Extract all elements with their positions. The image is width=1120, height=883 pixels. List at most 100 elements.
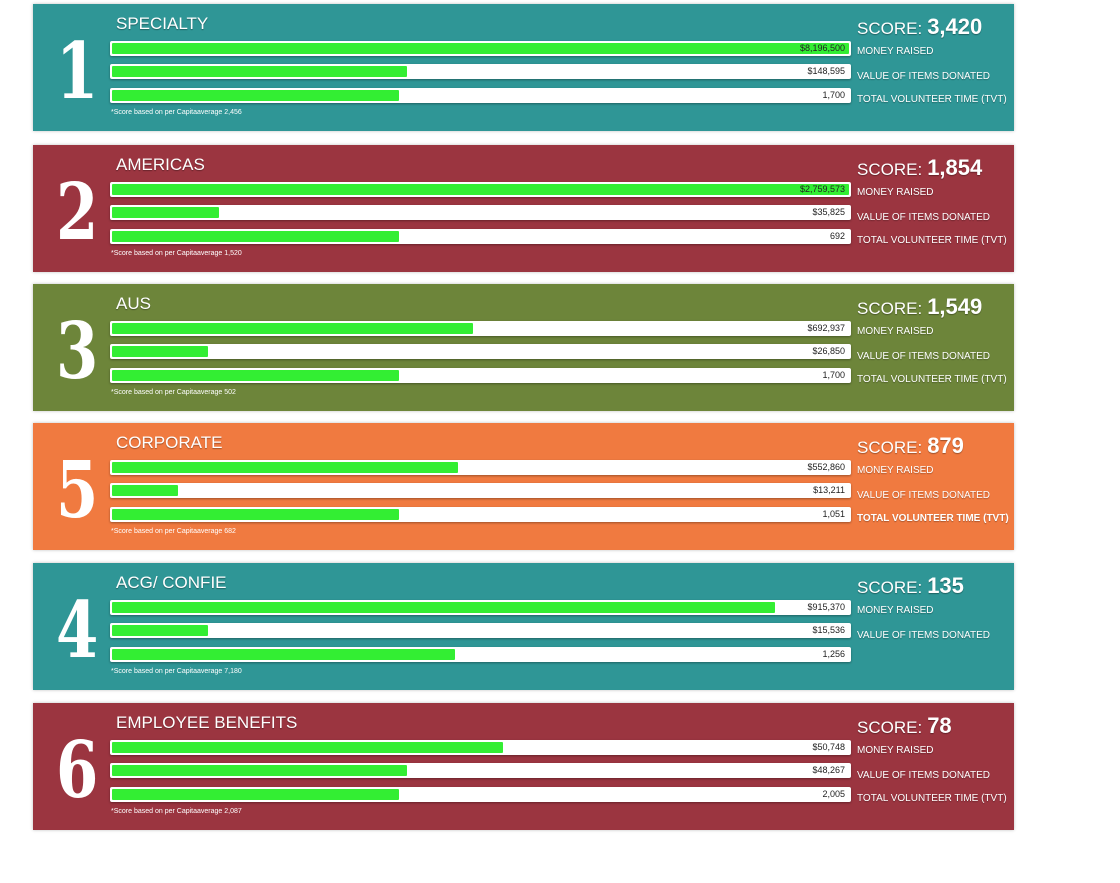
score-display: SCORE: 78 [857,713,952,739]
team-panel: 2 AMERICAS SCORE: 1,854 $2,759,573 MONEY RAIS… [33,145,1014,272]
score-label: SCORE: [857,438,923,457]
metric-label: TOTAL VOLUNTEER TIME (TVT) [857,374,1007,385]
metric-label: VALUE OF ITEMS DONATED [857,71,990,82]
metric-label: TOTAL VOLUNTEER TIME (TVT) [857,793,1007,804]
bar-track: $48,267 [110,763,851,778]
bar-value-label: 1,700 [822,90,845,100]
bar-value-label: 692 [829,231,845,241]
footnote: *Score based on per Capitaaverage 7,180 [111,668,242,675]
bar-track: 1,700 [110,368,851,383]
team-title: AUS [116,294,151,313]
bar-value-label: 1,700 [822,370,845,380]
rank-number: 3 [56,306,99,397]
team-title: AMERICAS [116,155,205,174]
bar-fill [112,370,399,381]
team-panel: 4 ACG/ CONFIE SCORE: 135 $915,370 MONEY RAISE… [33,563,1014,690]
bar-fill [112,184,849,195]
bar-value-label: $13,211 [813,485,845,495]
score-display: SCORE: 135 [857,573,964,599]
bar-value-label: 2,005 [822,789,845,799]
bar-track: 2,005 [110,787,851,802]
team-panel: 5 CORPORATE SCORE: 879 $552,860 MONEY RAISED $… [33,423,1014,550]
bar-fill [112,765,407,776]
team-title: CORPORATE [116,433,223,452]
score-value: 1,854 [927,155,983,180]
rank-number: 2 [56,167,99,258]
rank-number: 1 [56,26,99,117]
bar-track: $8,196,500 [110,41,851,56]
bar-fill [112,43,849,54]
bar-track: $148,595 [110,64,851,79]
bar-fill [112,625,208,636]
rank-number: 5 [56,445,99,536]
bar-fill [112,649,455,660]
bar-value-label: $26,850 [812,346,845,356]
bar-track: 1,700 [110,88,851,103]
score-label: SCORE: [857,160,923,179]
footnote: *Score based on per Capitaaverage 2,456 [111,109,242,116]
metric-label: VALUE OF ITEMS DONATED [857,490,990,501]
bar-fill [112,742,503,753]
footnote: *Score based on per Capitaaverage 502 [111,389,236,396]
bar-fill [112,323,473,334]
metric-label: MONEY RAISED [857,326,934,337]
bar-fill [112,602,775,613]
team-panel: 1 SPECIALTY SCORE: 3,420 $8,196,500 MONEY RAI… [33,4,1014,131]
bar-track: $2,759,573 [110,182,851,197]
bar-value-label: $15,536 [812,625,845,635]
score-display: SCORE: 1,549 [857,294,982,320]
bar-fill [112,231,399,242]
footnote: *Score based on per Capitaaverage 682 [111,528,236,535]
bar-fill [112,509,399,520]
metric-label: TOTAL VOLUNTEER TIME (TVT) [857,94,1007,105]
score-display: SCORE: 879 [857,433,964,459]
bar-value-label: $915,370 [807,602,845,612]
metric-label: VALUE OF ITEMS DONATED [857,770,990,781]
bar-value-label: $35,825 [812,207,845,217]
bar-fill [112,90,399,101]
score-label: SCORE: [857,578,923,597]
bar-value-label: $552,860 [807,462,845,472]
metric-label: VALUE OF ITEMS DONATED [857,630,990,641]
bar-value-label: $692,937 [807,323,845,333]
bar-value-label: $148,595 [807,66,845,76]
bar-track: 692 [110,229,851,244]
team-title: ACG/ CONFIE [116,573,227,592]
score-value: 135 [927,573,964,598]
metric-label: MONEY RAISED [857,187,934,198]
metric-label: MONEY RAISED [857,605,934,616]
score-display: SCORE: 3,420 [857,14,982,40]
bar-track: $15,536 [110,623,851,638]
bar-value-label: $48,267 [812,765,845,775]
team-title: EMPLOYEE BENEFITS [116,713,298,732]
team-panel: 6 EMPLOYEE BENEFITS SCORE: 78 $50,748 MONEY R… [33,703,1014,830]
bar-fill [112,66,407,77]
score-value: 879 [927,433,964,458]
score-label: SCORE: [857,19,923,38]
metric-label: VALUE OF ITEMS DONATED [857,212,990,223]
footnote: *Score based on per Capitaaverage 1,520 [111,250,242,257]
bar-track: $35,825 [110,205,851,220]
metric-label: TOTAL VOLUNTEER TIME (TVT) [857,235,1007,246]
team-title: SPECIALTY [116,14,209,33]
bar-value-label: $50,748 [812,742,845,752]
bar-track: 1,256 [110,647,851,662]
metric-label: VALUE OF ITEMS DONATED [857,351,990,362]
bar-fill [112,789,399,800]
rank-number: 6 [56,725,99,816]
rank-number: 4 [56,585,99,676]
bar-fill [112,207,219,218]
score-display: SCORE: 1,854 [857,155,982,181]
bar-fill [112,485,178,496]
bar-track: $26,850 [110,344,851,359]
bar-track: $13,211 [110,483,851,498]
bar-value-label: $2,759,573 [799,184,845,194]
footnote: *Score based on per Capitaaverage 2,087 [111,808,242,815]
metric-label: MONEY RAISED [857,745,934,756]
bar-track: $50,748 [110,740,851,755]
bar-track: $692,937 [110,321,851,336]
score-label: SCORE: [857,718,923,737]
metric-label: TOTAL VOLUNTEER TIME (TVT) [857,513,1009,524]
bar-value-label: 1,051 [822,509,845,519]
bar-fill [112,346,208,357]
